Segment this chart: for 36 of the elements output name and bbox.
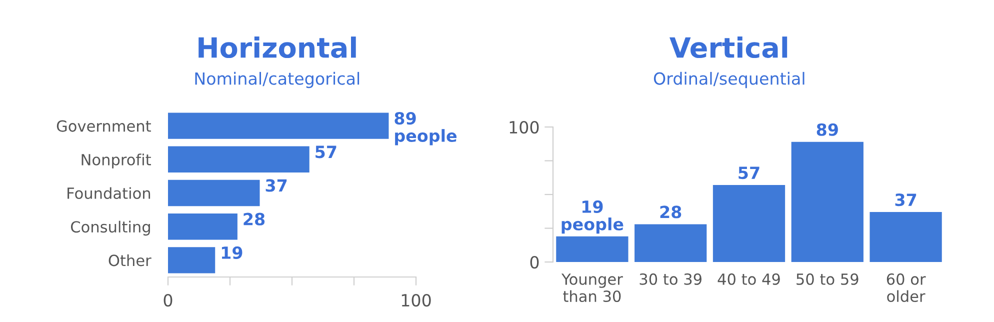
y-tick-label: Consulting <box>70 220 150 236</box>
bar <box>712 185 786 262</box>
bar <box>556 236 628 262</box>
chart-title: Horizontal <box>198 36 356 58</box>
bar <box>168 213 238 240</box>
y-tick-label: Foundation <box>68 187 150 200</box>
x-tick-label: 0 <box>164 294 172 307</box>
bar <box>634 224 707 262</box>
chart-subtitle: Nominal/categorical <box>195 72 360 88</box>
data-label: 57 <box>738 166 760 180</box>
y-tick-label: Government <box>56 120 151 132</box>
data-label: 57 <box>316 146 336 158</box>
x-tick-label: 100 <box>402 294 431 307</box>
x-tick-label: 60 or older <box>886 273 926 302</box>
x-tick-label: 40 to 49 <box>718 273 780 285</box>
x-tick-label: 30 to 39 <box>640 273 702 285</box>
data-label: 37 <box>895 194 916 206</box>
bar <box>168 180 260 206</box>
y-tick-label: Other <box>108 254 152 266</box>
x-tick-label: Younger than 30 <box>561 274 623 302</box>
data-label: 28 <box>660 206 682 218</box>
bar <box>791 142 864 262</box>
bar <box>168 146 310 173</box>
data-label: 28 <box>244 212 265 226</box>
chart-title: Vertical <box>670 36 788 58</box>
bar <box>168 112 389 139</box>
data-label: 19 people <box>562 200 624 234</box>
data-label: 89 people <box>394 112 457 146</box>
data-label: 89 <box>816 123 838 136</box>
y-tick-label: Nonprofit <box>82 154 151 168</box>
data-label: 19 <box>222 246 242 259</box>
data-label: 37 <box>266 179 287 192</box>
x-tick-label: 50 to 59 <box>796 273 858 285</box>
bar <box>870 212 942 262</box>
chart-subtitle: Ordinal/sequential <box>654 72 804 88</box>
bar <box>168 247 216 274</box>
